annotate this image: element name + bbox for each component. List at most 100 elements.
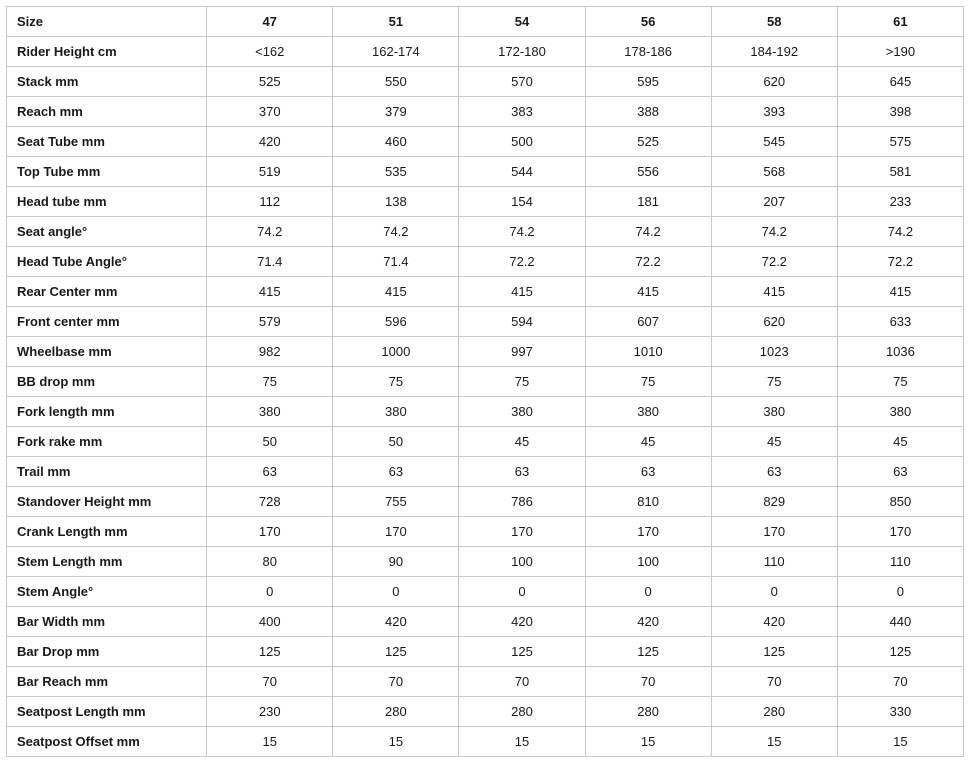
cell: 440 bbox=[837, 607, 963, 637]
cell: 125 bbox=[207, 637, 333, 667]
cell: 415 bbox=[333, 277, 459, 307]
cell: <162 bbox=[207, 37, 333, 67]
table-row: Stem Length mm8090100100110110 bbox=[7, 547, 964, 577]
cell: 15 bbox=[207, 727, 333, 757]
cell: 75 bbox=[207, 367, 333, 397]
geometry-table: Size 47 51 54 56 58 61 Rider Height cm<1… bbox=[6, 6, 964, 757]
cell: 74.2 bbox=[585, 217, 711, 247]
cell: 645 bbox=[837, 67, 963, 97]
cell: 525 bbox=[585, 127, 711, 157]
table-row: Rider Height cm<162162-174172-180178-186… bbox=[7, 37, 964, 67]
cell: 15 bbox=[585, 727, 711, 757]
cell: 415 bbox=[711, 277, 837, 307]
row-label: Stem Length mm bbox=[7, 547, 207, 577]
cell: 74.2 bbox=[333, 217, 459, 247]
cell: 181 bbox=[585, 187, 711, 217]
cell: 100 bbox=[459, 547, 585, 577]
row-label: Reach mm bbox=[7, 97, 207, 127]
cell: 63 bbox=[207, 457, 333, 487]
table-row: Bar Drop mm125125125125125125 bbox=[7, 637, 964, 667]
cell: 556 bbox=[585, 157, 711, 187]
cell: 112 bbox=[207, 187, 333, 217]
cell: 63 bbox=[333, 457, 459, 487]
row-label: Seatpost Length mm bbox=[7, 697, 207, 727]
header-size-2: 54 bbox=[459, 7, 585, 37]
cell: 575 bbox=[837, 127, 963, 157]
cell: 380 bbox=[585, 397, 711, 427]
row-label: Fork rake mm bbox=[7, 427, 207, 457]
cell: 15 bbox=[711, 727, 837, 757]
cell: 71.4 bbox=[207, 247, 333, 277]
cell: 380 bbox=[711, 397, 837, 427]
table-header-row: Size 47 51 54 56 58 61 bbox=[7, 7, 964, 37]
cell: 45 bbox=[711, 427, 837, 457]
cell: 370 bbox=[207, 97, 333, 127]
cell: >190 bbox=[837, 37, 963, 67]
cell: 172-180 bbox=[459, 37, 585, 67]
cell: 280 bbox=[711, 697, 837, 727]
cell: 398 bbox=[837, 97, 963, 127]
cell: 755 bbox=[333, 487, 459, 517]
cell: 633 bbox=[837, 307, 963, 337]
cell: 75 bbox=[459, 367, 585, 397]
cell: 380 bbox=[333, 397, 459, 427]
table-row: Bar Reach mm707070707070 bbox=[7, 667, 964, 697]
cell: 207 bbox=[711, 187, 837, 217]
cell: 230 bbox=[207, 697, 333, 727]
cell: 280 bbox=[333, 697, 459, 727]
cell: 810 bbox=[585, 487, 711, 517]
row-label: Head Tube Angle° bbox=[7, 247, 207, 277]
cell: 75 bbox=[333, 367, 459, 397]
cell: 380 bbox=[207, 397, 333, 427]
table-row: Stem Angle°000000 bbox=[7, 577, 964, 607]
cell: 607 bbox=[585, 307, 711, 337]
header-size-5: 61 bbox=[837, 7, 963, 37]
table-row: Trail mm636363636363 bbox=[7, 457, 964, 487]
cell: 280 bbox=[459, 697, 585, 727]
cell: 154 bbox=[459, 187, 585, 217]
cell: 0 bbox=[585, 577, 711, 607]
cell: 110 bbox=[837, 547, 963, 577]
cell: 72.2 bbox=[837, 247, 963, 277]
cell: 380 bbox=[459, 397, 585, 427]
cell: 420 bbox=[711, 607, 837, 637]
table-row: Front center mm579596594607620633 bbox=[7, 307, 964, 337]
header-size-3: 56 bbox=[585, 7, 711, 37]
cell: 70 bbox=[207, 667, 333, 697]
cell: 596 bbox=[333, 307, 459, 337]
cell: 519 bbox=[207, 157, 333, 187]
cell: 125 bbox=[585, 637, 711, 667]
cell: 525 bbox=[207, 67, 333, 97]
cell: 728 bbox=[207, 487, 333, 517]
table-row: Standover Height mm728755786810829850 bbox=[7, 487, 964, 517]
cell: 72.2 bbox=[711, 247, 837, 277]
cell: 15 bbox=[837, 727, 963, 757]
cell: 71.4 bbox=[333, 247, 459, 277]
row-label: Seat Tube mm bbox=[7, 127, 207, 157]
cell: 50 bbox=[207, 427, 333, 457]
row-label: Trail mm bbox=[7, 457, 207, 487]
cell: 581 bbox=[837, 157, 963, 187]
table-row: Reach mm370379383388393398 bbox=[7, 97, 964, 127]
cell: 0 bbox=[711, 577, 837, 607]
row-label: Seat angle° bbox=[7, 217, 207, 247]
cell: 72.2 bbox=[459, 247, 585, 277]
cell: 72.2 bbox=[585, 247, 711, 277]
cell: 982 bbox=[207, 337, 333, 367]
cell: 170 bbox=[837, 517, 963, 547]
header-size-4: 58 bbox=[711, 7, 837, 37]
cell: 568 bbox=[711, 157, 837, 187]
cell: 383 bbox=[459, 97, 585, 127]
cell: 535 bbox=[333, 157, 459, 187]
cell: 595 bbox=[585, 67, 711, 97]
table-row: Seat Tube mm420460500525545575 bbox=[7, 127, 964, 157]
cell: 45 bbox=[459, 427, 585, 457]
cell: 233 bbox=[837, 187, 963, 217]
cell: 420 bbox=[333, 607, 459, 637]
cell: 70 bbox=[585, 667, 711, 697]
cell: 0 bbox=[333, 577, 459, 607]
cell: 545 bbox=[711, 127, 837, 157]
cell: 63 bbox=[585, 457, 711, 487]
table-row: Fork rake mm505045454545 bbox=[7, 427, 964, 457]
row-label: Stem Angle° bbox=[7, 577, 207, 607]
